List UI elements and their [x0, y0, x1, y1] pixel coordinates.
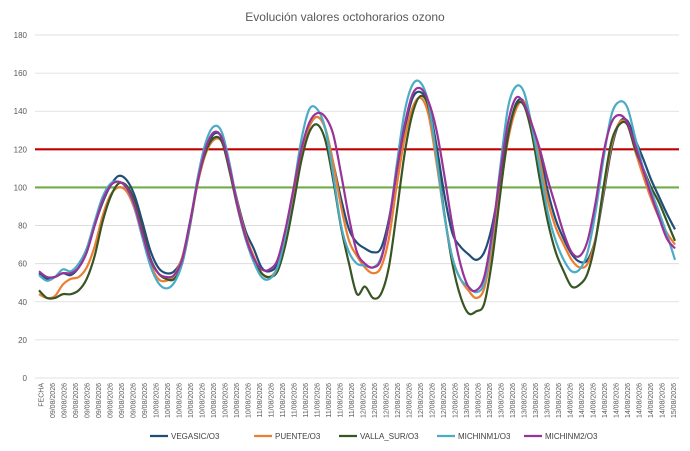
y-tick-label: 120 [14, 145, 28, 154]
x-tick-label: 13/08/2026 [544, 383, 551, 418]
x-tick-label: 11/08/2026 [337, 383, 344, 418]
x-tick-label: 14/08/2026 [567, 383, 574, 418]
x-tick-label: 15/08/2026 [671, 383, 678, 418]
x-tick-label: 13/08/2026 [487, 383, 494, 418]
y-tick-label: 160 [14, 69, 28, 78]
legend-label: PUENTE/O3 [275, 432, 321, 441]
x-tick-label: 14/08/2026 [659, 383, 666, 418]
y-tick-label: 140 [14, 107, 28, 116]
y-tick-label: 180 [14, 31, 28, 40]
x-tick-label: 12/08/2026 [383, 383, 390, 418]
chart-title: Evolución valores octohorarios ozono [245, 10, 445, 24]
x-tick-label: 09/08/2026 [61, 383, 68, 418]
x-tick-label: 09/08/2026 [130, 383, 137, 418]
x-tick-label: FECHA [38, 383, 45, 407]
x-tick-label: 11/08/2026 [314, 383, 321, 418]
x-tick-label: 10/08/2026 [176, 383, 183, 418]
x-tick-label: 10/08/2026 [153, 383, 160, 418]
x-tick-label: 13/08/2026 [521, 383, 528, 418]
x-tick-label: 14/08/2026 [602, 383, 609, 418]
series-line [38, 79, 677, 294]
y-tick-label: 40 [18, 298, 27, 307]
x-tick-label: 14/08/2026 [636, 383, 643, 418]
x-tick-label: 11/08/2026 [291, 383, 298, 418]
x-tick-label: 14/08/2026 [648, 383, 655, 418]
x-tick-label: 13/08/2026 [464, 383, 471, 418]
x-tick-label: 09/08/2026 [50, 383, 57, 418]
x-tick-label: 10/08/2026 [234, 383, 241, 418]
x-tick-label: 10/08/2026 [222, 383, 229, 418]
x-tick-label: 09/08/2026 [119, 383, 126, 418]
x-tick-label: 12/08/2026 [452, 383, 459, 418]
x-tick-label: 13/08/2026 [556, 383, 563, 418]
legend: VEGASIC/O3 PUENTE/O3 VALLA_SUR/O3 MICHINM1/… [150, 432, 598, 441]
x-tick-label: 13/08/2026 [475, 383, 482, 418]
x-tick-label: 10/08/2026 [211, 383, 218, 418]
y-tick-label: 80 [18, 222, 27, 231]
legend-label: MICHINM2/O3 [545, 432, 598, 441]
x-tick-label: 13/08/2026 [498, 383, 505, 418]
x-tick-label: 13/08/2026 [510, 383, 517, 418]
x-tick-label: 10/08/2026 [165, 383, 172, 418]
x-tick-label: 12/08/2026 [441, 383, 448, 418]
x-tick-label: 14/08/2026 [625, 383, 632, 418]
series-line [38, 86, 676, 293]
x-tick-label: 11/08/2026 [280, 383, 287, 418]
x-tick-label: 11/08/2026 [326, 383, 333, 418]
x-tick-label: 11/08/2026 [268, 383, 275, 418]
x-tick-label: 12/08/2026 [360, 383, 367, 418]
x-tick-label: 14/08/2026 [579, 383, 586, 418]
x-tick-label: 12/08/2026 [406, 383, 413, 418]
legend-label: VALLA_SUR/O3 [360, 432, 419, 441]
x-tick-label: 09/08/2026 [84, 383, 91, 418]
x-tick-label: 10/08/2026 [188, 383, 195, 418]
y-tick-label: 100 [14, 183, 28, 192]
x-tick-label: 11/08/2026 [257, 383, 264, 418]
x-tick-label: 10/08/2026 [245, 383, 252, 418]
x-tick-label: 09/08/2026 [96, 383, 103, 418]
x-tick-label: 12/08/2026 [395, 383, 402, 418]
y-tick-label: 60 [18, 260, 27, 269]
x-tick-label: 14/08/2026 [613, 383, 620, 418]
y-tick-label: 20 [18, 336, 27, 345]
x-axis-ticks: FECHA 09/08/2026 09/08/2026 09/08/2026 09/08… [38, 383, 678, 418]
x-tick-label: 09/08/2026 [142, 383, 149, 418]
x-tick-label: 09/08/2026 [73, 383, 80, 418]
x-tick-label: 11/08/2026 [303, 383, 310, 418]
reference-lines [35, 148, 679, 189]
y-tick-label: 0 [23, 374, 28, 383]
grid-layer [35, 34, 679, 379]
x-tick-label: 09/08/2026 [107, 383, 114, 418]
x-tick-label: 12/08/2026 [372, 383, 379, 418]
y-axis-ticks: 0 20 40 60 80 100 120 140 160 180 [14, 31, 28, 383]
legend-label: VEGASIC/O3 [171, 432, 220, 441]
x-tick-label: 14/08/2026 [590, 383, 597, 418]
legend-label: MICHINM1/O3 [458, 432, 511, 441]
x-tick-label: 13/08/2026 [533, 383, 540, 418]
x-tick-label: 11/08/2026 [349, 383, 356, 418]
x-tick-label: 12/08/2026 [429, 383, 436, 418]
series-lines [38, 79, 677, 316]
x-tick-label: 12/08/2026 [418, 383, 425, 418]
x-tick-label: 10/08/2026 [199, 383, 206, 418]
